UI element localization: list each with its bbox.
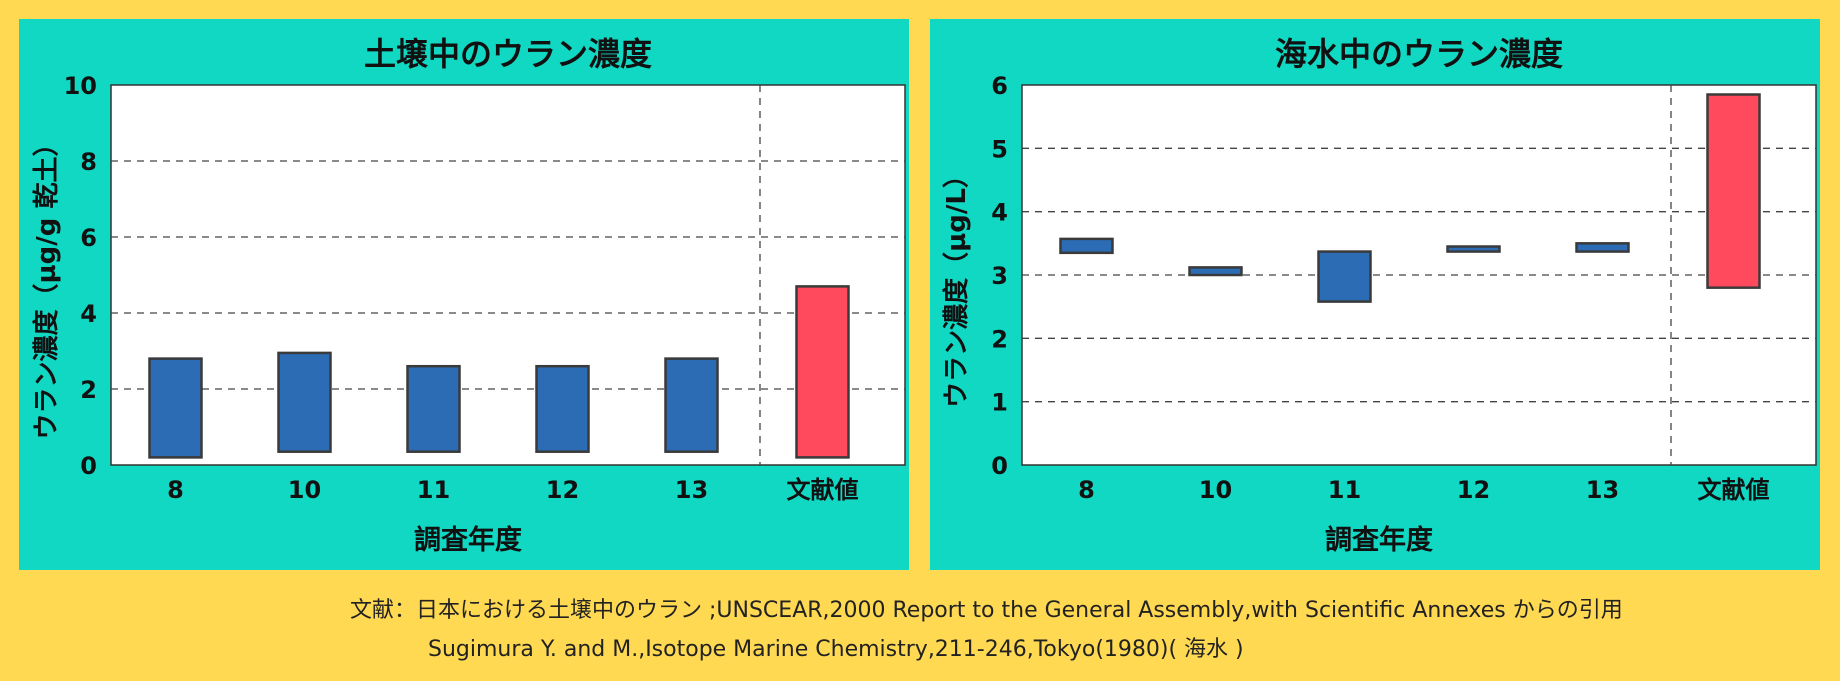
survey-range-bar <box>535 364 590 453</box>
y-tick-label: 4 <box>991 199 1008 227</box>
y-tick-label: 6 <box>991 72 1008 100</box>
y-axis-label: ウラン濃度（µg/g 乾土） <box>31 131 62 440</box>
reference-note-line-2: Sugimura Y. and M.,Isotope Marine Chemis… <box>428 637 1244 662</box>
x-tick-label: 文献値 <box>787 476 859 504</box>
x-tick-label: 文献値 <box>1698 476 1770 504</box>
survey-range-bar <box>1317 250 1372 303</box>
y-tick-label: 6 <box>80 224 97 252</box>
survey-range-bar <box>277 351 332 453</box>
survey-range-bar <box>1188 266 1243 277</box>
x-tick-label: 12 <box>546 476 579 504</box>
y-tick-label: 0 <box>991 452 1008 480</box>
x-axis-label: 調査年度 <box>414 524 522 556</box>
literature-range-bar <box>1706 93 1761 289</box>
y-axis-label: ウラン濃度（µg/L） <box>941 162 972 408</box>
plot-area <box>110 84 906 466</box>
soil-uranium-chart-panel: 土壌中のウラン濃度 0 2 4 6 8 10 8 10 11 12 13 文献値調査年度 ウラン濃度（µg… <box>19 19 909 570</box>
reference-note-line-1: 文献：日本における土壌中のウラン ;UNSCEAR,2000 Report to… <box>350 598 1623 623</box>
survey-range-bar <box>1575 242 1630 253</box>
seawater-uranium-chart-panel: 海水中のウラン濃度 0 1 2 3 4 5 6 8 10 11 12 13 文献値 調査年度 ウラン濃度（µg… <box>930 19 1820 570</box>
x-tick-label: 8 <box>167 476 184 504</box>
y-tick-label: 2 <box>80 376 97 404</box>
y-tick-label: 5 <box>991 135 1008 163</box>
literature-range-bar <box>795 285 850 459</box>
x-tick-label: 12 <box>1457 476 1490 504</box>
survey-range-bar <box>1059 237 1114 255</box>
y-tick-label: 8 <box>80 148 97 176</box>
survey-range-bar <box>148 357 203 459</box>
survey-range-bar <box>664 357 719 453</box>
chart-title: 土壌中のウラン濃度 <box>364 35 652 73</box>
chart-title: 海水中のウラン濃度 <box>1275 35 1563 73</box>
y-tick-label: 3 <box>991 262 1008 290</box>
x-tick-label: 10 <box>288 476 321 504</box>
x-tick-label: 13 <box>675 476 708 504</box>
y-tick-label: 4 <box>80 300 97 328</box>
x-tick-label: 13 <box>1586 476 1619 504</box>
y-tick-label: 10 <box>64 72 97 100</box>
x-tick-label: 10 <box>1199 476 1232 504</box>
x-tick-label: 11 <box>1328 476 1361 504</box>
survey-range-bar <box>406 364 461 453</box>
survey-range-bar <box>1446 245 1501 253</box>
x-axis-label: 調査年度 <box>1325 524 1433 556</box>
x-tick-label: 11 <box>417 476 450 504</box>
y-tick-label: 1 <box>991 389 1008 417</box>
y-tick-label: 0 <box>80 452 97 480</box>
y-tick-label: 2 <box>991 325 1008 353</box>
x-tick-label: 8 <box>1078 476 1095 504</box>
